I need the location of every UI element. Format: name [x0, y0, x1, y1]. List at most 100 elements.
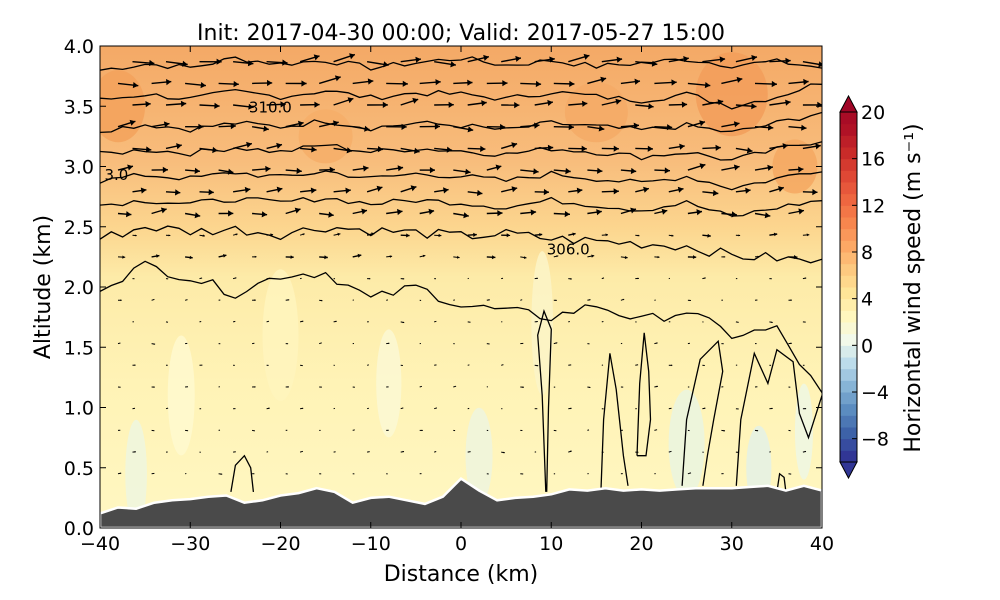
wind-vector-head	[523, 256, 527, 259]
wind-vector-head	[321, 299, 323, 302]
wind-vector-head	[782, 143, 788, 150]
wind-vector-head	[334, 75, 341, 82]
wind-vector-head	[804, 277, 807, 279]
wind-vector-head	[477, 189, 483, 196]
wind-vector-head	[153, 343, 156, 345]
wind-vector-head	[637, 234, 640, 237]
wind-vector	[434, 451, 437, 453]
wind-vector-head	[446, 146, 453, 153]
x-tick-label: 10	[539, 533, 563, 555]
wind-vector-head	[208, 189, 214, 196]
colorbar-segment	[840, 135, 857, 148]
wind-vector-head	[234, 277, 237, 279]
wind-vector-head	[806, 233, 810, 237]
colorbar-segment	[840, 170, 857, 183]
colorbar-segment	[840, 228, 857, 241]
wind-vector-head	[715, 144, 721, 151]
wind-vector-head	[767, 164, 773, 171]
wind-vector-head	[497, 210, 503, 217]
wind-vector-head	[230, 123, 236, 130]
wind-vector-head	[156, 254, 160, 258]
wind-vector-head	[214, 102, 220, 109]
colorbar-tick-label: −4	[861, 382, 889, 404]
wind-vector-head	[745, 187, 751, 194]
wind-vector-head	[707, 233, 711, 238]
wind-vector-head	[565, 168, 571, 175]
wind-vector-head	[135, 234, 137, 237]
wind-vector-head	[511, 142, 518, 149]
colorbar-segment	[840, 287, 857, 300]
wind-vector-head	[467, 79, 473, 86]
wind-vector-head	[539, 233, 543, 237]
wind-vector-head	[198, 123, 204, 130]
isentrope-line	[681, 339, 724, 486]
wind-vector-head	[637, 451, 639, 453]
wind-vector-head	[244, 186, 251, 193]
wind-speed-patch	[772, 139, 818, 194]
wind-vector-head	[401, 123, 407, 130]
wind-vector-head	[247, 60, 254, 67]
wind-vector-head	[127, 164, 133, 171]
wind-vector-head	[503, 451, 505, 454]
wind-vector-head	[363, 165, 369, 172]
wind-vector-head	[648, 103, 654, 110]
wind-vector	[319, 342, 322, 345]
wind-vector-head	[481, 100, 487, 107]
wind-vector-head	[651, 60, 658, 67]
wind-vector	[367, 451, 370, 453]
wind-vector-head	[349, 53, 355, 60]
wind-vector-head	[661, 208, 668, 215]
colorbar-segment	[840, 392, 857, 405]
wind-vectors	[117, 53, 822, 475]
wind-vector-head	[268, 407, 270, 409]
wind-vector-head	[589, 386, 591, 388]
wind-vector-head	[547, 99, 553, 106]
wind-vector-head	[267, 79, 273, 87]
wind-vector-head	[771, 80, 777, 88]
wind-vector-head	[333, 120, 339, 127]
wind-vector-head	[704, 82, 711, 89]
wind-vector-head	[280, 101, 286, 108]
wind-vector-head	[790, 342, 792, 345]
wind-vector	[199, 277, 203, 280]
wind-vector-head	[581, 145, 587, 152]
colorbar-segment	[840, 380, 857, 393]
wind-vector-head	[812, 189, 818, 196]
wind-vector	[419, 385, 423, 388]
colorbar-segment	[840, 438, 857, 451]
wind-vector	[151, 298, 155, 301]
colorbar-segment	[840, 240, 857, 253]
wind-vector-head	[723, 256, 726, 258]
isentrope-line	[600, 353, 629, 492]
chart-title: Init: 2017-04-30 00:00; Valid: 2017-05-2…	[197, 21, 725, 46]
wind-vector	[165, 407, 169, 410]
wind-vector-head	[569, 80, 575, 87]
wind-vector-head	[568, 124, 574, 131]
isentrope-line	[537, 309, 552, 492]
y-tick-label: 3.5	[64, 96, 94, 118]
wind-vector-head	[549, 56, 555, 63]
wind-vector	[668, 407, 672, 410]
wind-vector-head	[704, 277, 706, 279]
wind-vector-head	[382, 101, 388, 108]
wind-vector-head	[773, 232, 778, 237]
wind-vector-head	[310, 187, 317, 194]
wind-vector-head	[287, 386, 289, 388]
wind-vector-head	[248, 103, 254, 110]
wind-vector	[434, 320, 437, 323]
wind-vector-head	[119, 472, 122, 475]
wind-vector-head	[657, 255, 660, 259]
colorbar-segment	[840, 415, 857, 428]
wind-vector	[366, 407, 370, 410]
wind-vector-head	[637, 277, 639, 280]
wind-vector-head	[302, 233, 305, 236]
wind-vector-head	[473, 232, 477, 237]
wind-speed-patch	[465, 407, 493, 504]
wind-vector-head	[176, 143, 182, 150]
colorbar-segment	[840, 147, 857, 160]
wind-vector-head	[397, 208, 403, 216]
wind-vector	[587, 429, 590, 431]
wind-vector-head	[228, 210, 234, 217]
wind-vector-head	[515, 55, 521, 62]
wind-vector-head	[543, 188, 549, 196]
